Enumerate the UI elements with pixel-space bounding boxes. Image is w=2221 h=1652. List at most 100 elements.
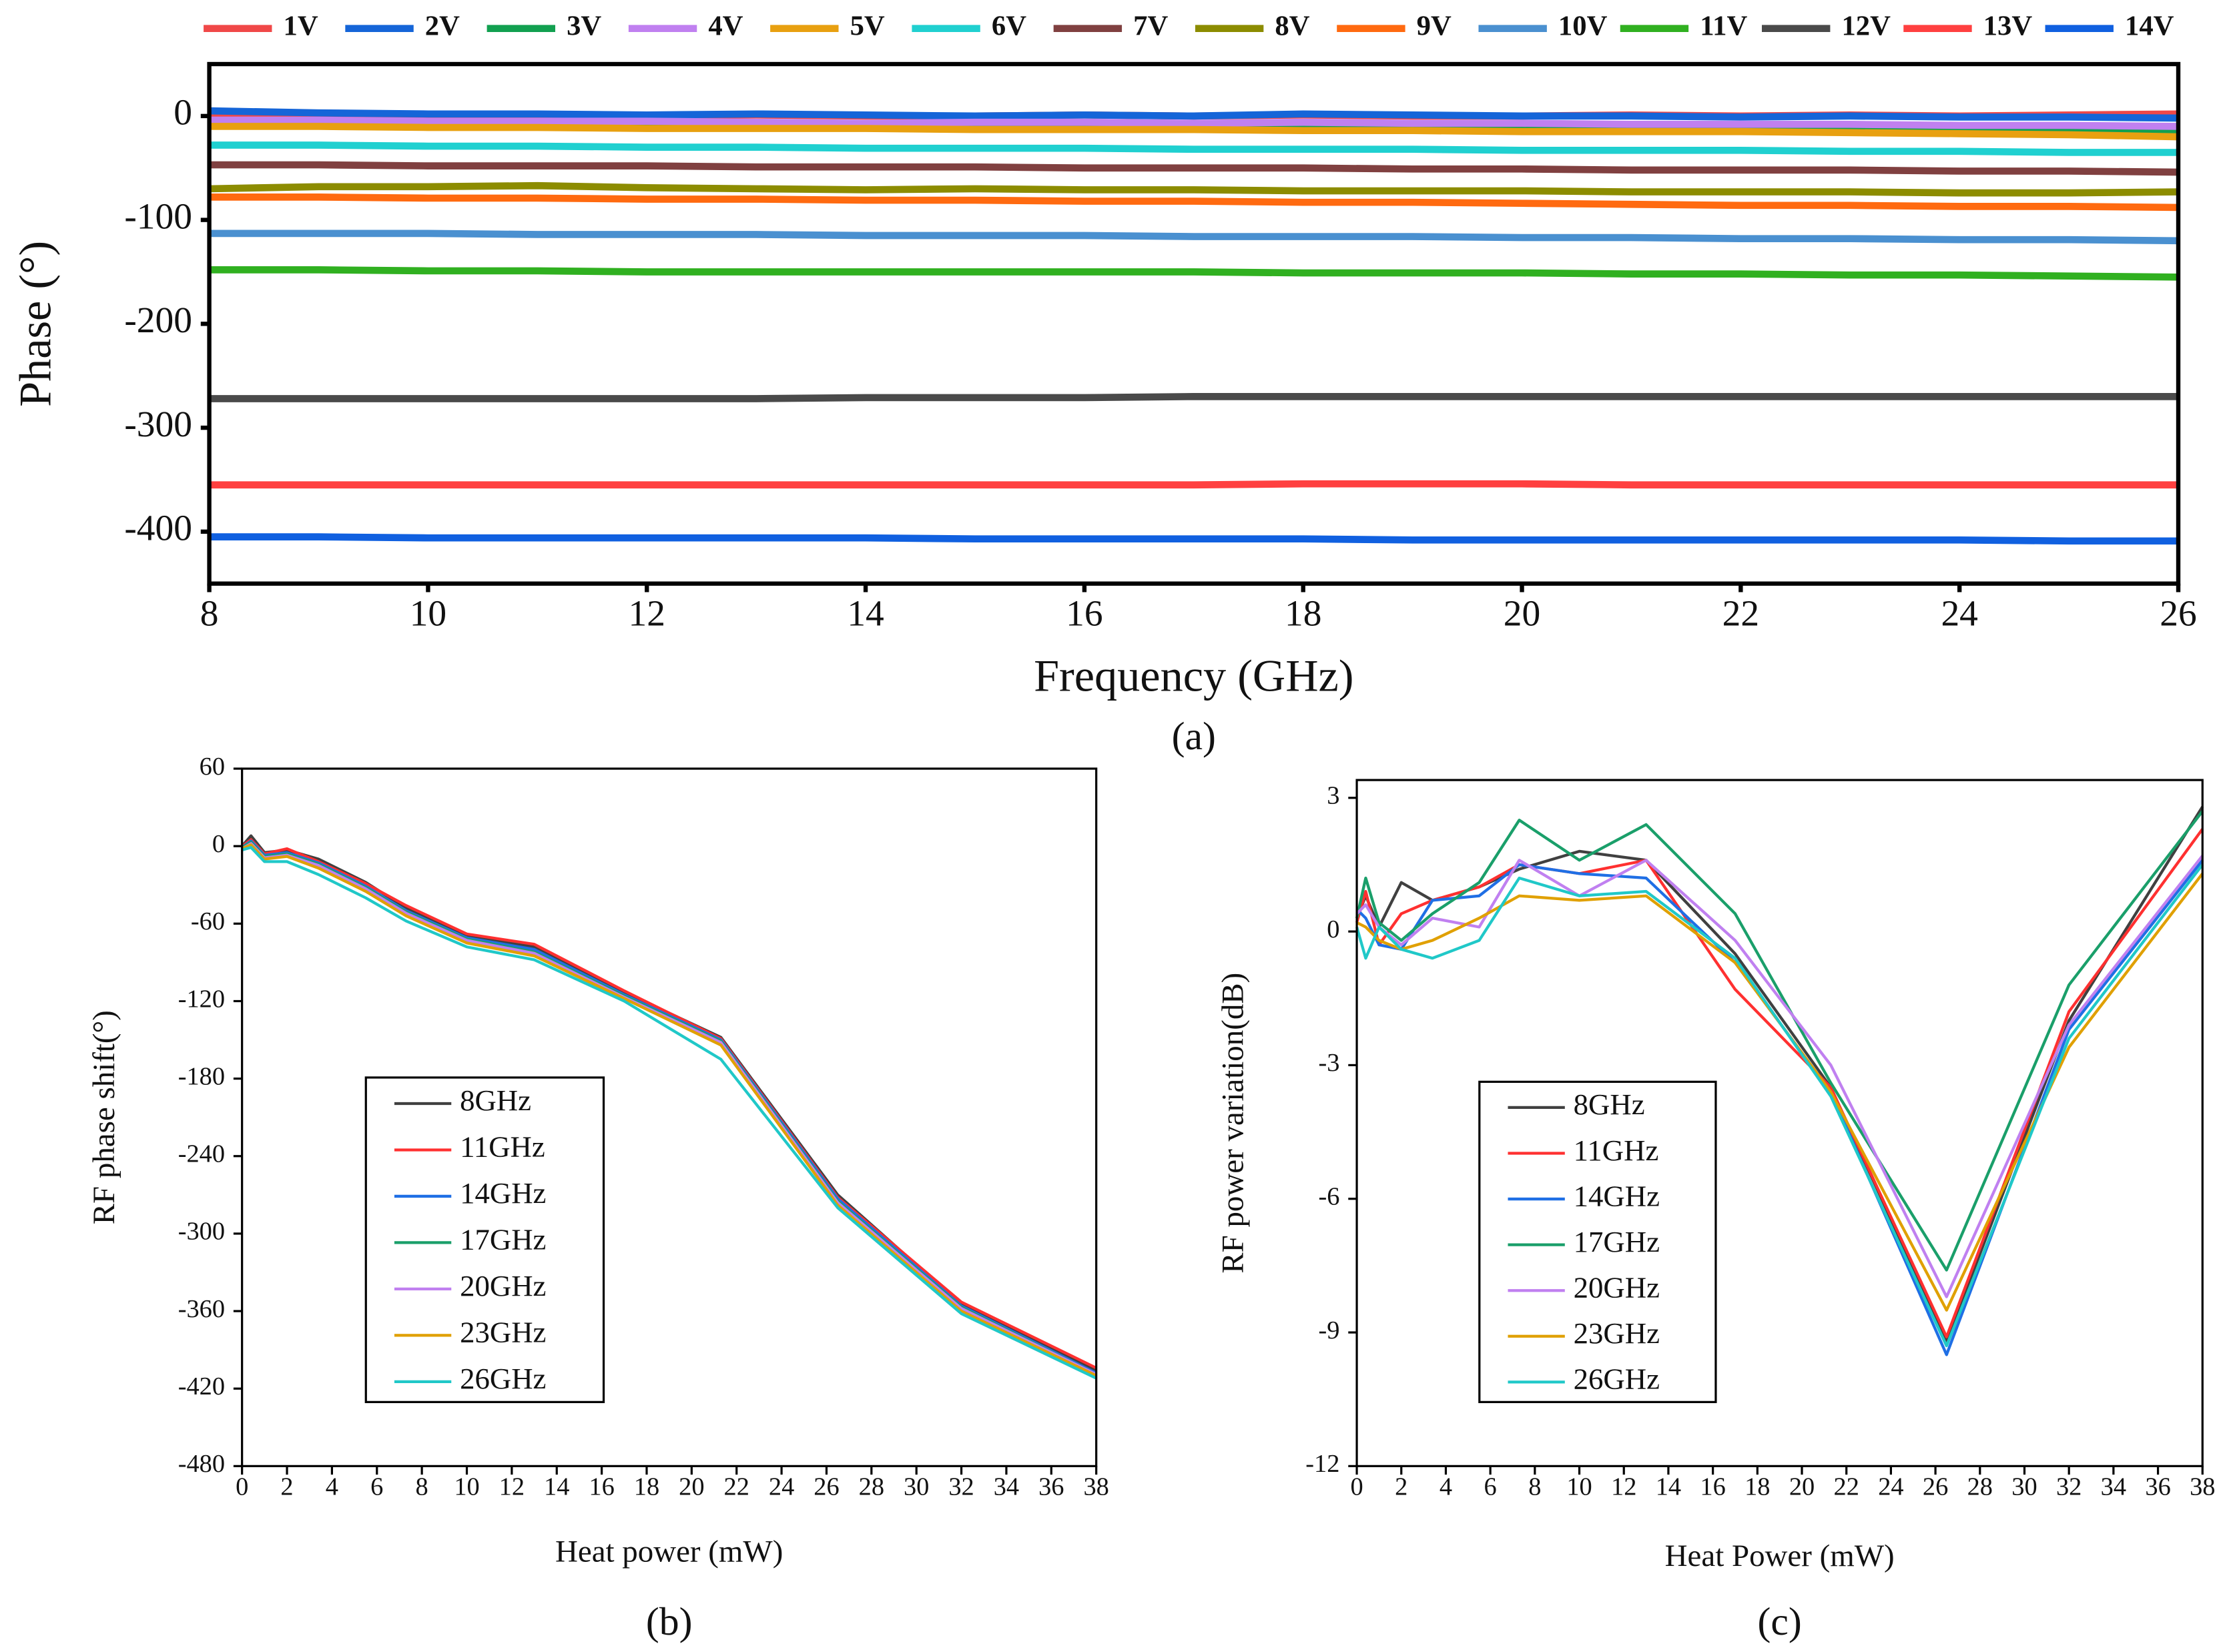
legend-label: 11V <box>1700 10 1747 41</box>
x-tick-label: 0 <box>1350 1473 1363 1501</box>
x-axis-title: Frequency (GHz) <box>1034 650 1353 701</box>
legend-label: 20GHz <box>460 1269 546 1302</box>
y-tick-label: -480 <box>178 1450 225 1478</box>
y-tick-label: -180 <box>178 1062 225 1090</box>
series-line <box>242 845 1097 1380</box>
y-tick-label: 60 <box>200 753 225 781</box>
x-axis-title: Heat Power (mW) <box>1665 1539 1895 1573</box>
x-tick-label: 20 <box>1504 592 1540 633</box>
x-tick-label: 30 <box>2011 1473 2037 1501</box>
y-tick-label: -3 <box>1318 1049 1339 1077</box>
y-axis-title: Phase (°) <box>9 241 60 407</box>
series-line <box>209 181 2179 197</box>
legend-label: 8V <box>1275 10 1309 41</box>
y-tick-label: -100 <box>124 195 192 236</box>
x-tick-label: 32 <box>948 1473 974 1501</box>
x-tick-label: 10 <box>410 592 446 633</box>
x-tick-label: 22 <box>1834 1473 1859 1501</box>
y-tick-label: -120 <box>178 985 225 1013</box>
series-line <box>209 107 2179 122</box>
x-tick-label: 4 <box>1440 1473 1452 1501</box>
x-tick-label: 2 <box>1395 1473 1407 1501</box>
y-tick-label: -200 <box>124 300 192 340</box>
legend-label: 17GHz <box>460 1223 546 1256</box>
x-tick-label: 38 <box>2190 1473 2215 1501</box>
series-line <box>209 480 2178 489</box>
x-tick-label: 26 <box>1923 1473 1948 1501</box>
legend-label: 9V <box>1417 10 1452 41</box>
x-tick-label: 22 <box>724 1473 749 1501</box>
x-tick-label: 12 <box>629 592 665 633</box>
x-tick-label: 6 <box>370 1473 383 1501</box>
legend-label: 26GHz <box>460 1362 546 1395</box>
series-line <box>241 843 1097 1377</box>
legend-label: 10V <box>1558 10 1608 41</box>
y-tick-label: 0 <box>174 92 192 133</box>
x-tick-label: 8 <box>416 1473 428 1501</box>
x-tick-label: 32 <box>2056 1473 2082 1501</box>
x-tick-label: 34 <box>2101 1473 2126 1501</box>
x-axis-title: Heat power (mW) <box>555 1534 783 1569</box>
y-tick-label: -300 <box>178 1218 225 1246</box>
legend-label: 14GHz <box>1574 1179 1660 1212</box>
y-tick-label: -9 <box>1318 1316 1339 1344</box>
series-line <box>209 266 2179 281</box>
caption: (a) <box>1172 714 1216 758</box>
legend-label: 1V <box>284 10 318 41</box>
x-tick-label: 14 <box>847 592 884 633</box>
legend-label: 3V <box>567 10 601 41</box>
series-line <box>209 116 2179 130</box>
x-tick-label: 20 <box>1789 1473 1815 1501</box>
legend-label: 26GHz <box>1574 1362 1660 1396</box>
y-tick-label: -12 <box>1305 1450 1339 1478</box>
y-tick-label: -400 <box>124 508 192 548</box>
y-axis-title: RF phase shift(°) <box>87 1010 121 1224</box>
legend-label: 13V <box>1983 10 2033 41</box>
caption: (b) <box>646 1599 693 1643</box>
legend-box <box>1478 1080 1717 1403</box>
x-tick-label: 8 <box>200 592 219 633</box>
legend-label: 12V <box>1841 10 1891 41</box>
y-tick-label: 3 <box>1327 782 1339 810</box>
legend-label: 6V <box>992 10 1026 41</box>
plot-frame <box>241 767 1098 1467</box>
series-line <box>209 141 2178 156</box>
legend-label: 14GHz <box>460 1176 546 1210</box>
x-tick-label: 12 <box>1611 1473 1636 1501</box>
series-line <box>209 393 2178 402</box>
x-tick-label: 22 <box>1722 592 1759 633</box>
plot-frame <box>1355 779 2204 1467</box>
series-line <box>1355 863 2204 1348</box>
y-tick-label: -6 <box>1318 1183 1339 1211</box>
legend-label: 11GHz <box>1574 1134 1659 1167</box>
x-tick-label: 24 <box>1941 592 1977 633</box>
series-line <box>209 161 2179 176</box>
x-tick-label: 16 <box>589 1473 614 1501</box>
legend-label: 23GHz <box>1574 1316 1660 1350</box>
legend-label: 11GHz <box>460 1130 545 1164</box>
legend-label: 7V <box>1133 10 1168 41</box>
x-tick-label: 6 <box>1484 1473 1497 1501</box>
y-tick-label: 0 <box>212 830 225 858</box>
x-tick-label: 36 <box>2145 1473 2170 1501</box>
x-tick-label: 10 <box>1566 1473 1592 1501</box>
series-line <box>1355 859 2204 1356</box>
legend-label: 17GHz <box>1574 1225 1660 1258</box>
legend-label: 2V <box>425 10 460 41</box>
series-line <box>209 193 2179 212</box>
x-tick-label: 8 <box>1528 1473 1541 1501</box>
x-tick-label: 28 <box>1967 1473 1993 1501</box>
y-tick-label: -360 <box>178 1295 225 1323</box>
plot-frame <box>207 61 2181 586</box>
x-tick-label: 20 <box>679 1473 704 1501</box>
series-line <box>209 230 2179 245</box>
x-tick-label: 16 <box>1066 592 1102 633</box>
legend-label: 5V <box>850 10 885 41</box>
x-tick-label: 12 <box>499 1473 525 1501</box>
x-tick-label: 18 <box>1744 1473 1770 1501</box>
x-tick-label: 2 <box>280 1473 293 1501</box>
series-line <box>209 123 2179 141</box>
x-tick-label: 36 <box>1038 1473 1064 1501</box>
x-tick-label: 4 <box>326 1473 338 1501</box>
